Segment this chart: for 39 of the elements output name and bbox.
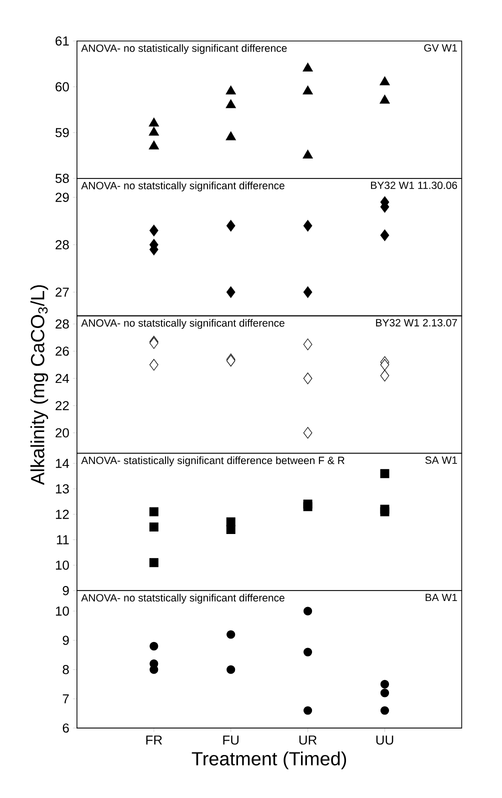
annotation: ANOVA- no statstically significant difference xyxy=(81,182,285,192)
annotation: ANOVA- statistically significant difference between F & R xyxy=(81,456,345,466)
y-tick-label: 20 xyxy=(56,428,70,438)
y-tick-label: 14 xyxy=(56,458,70,468)
annotation: BA W1 xyxy=(426,594,458,602)
annotation: BY32 W1 2.13.07 xyxy=(376,319,458,326)
annotation: ANOVA- no statstically significant difference xyxy=(81,319,285,329)
y-tick-label: 24 xyxy=(56,374,70,383)
y-tick-label: 12 xyxy=(56,510,69,519)
y-tick-label: 11 xyxy=(57,535,69,544)
y-tick-label: 29 xyxy=(56,192,69,202)
y-tick-label: 9 xyxy=(62,636,69,645)
y-tick-label: 58 xyxy=(56,174,70,183)
y-axis-title: Alkalinity (mg CaCO$_{3}$/L) xyxy=(30,285,48,485)
y-tick-label: 27 xyxy=(56,288,69,297)
y-tick-label: 60 xyxy=(56,82,70,92)
y-tick-label: 10 xyxy=(56,606,70,616)
x-tick-label: FR xyxy=(146,736,162,745)
y-tick-label: 22 xyxy=(56,401,69,410)
annotation: ANOVA- no statstically significant difference xyxy=(81,594,285,604)
annotation: BY32 W1 11.30.06 xyxy=(371,182,458,190)
x-axis-title: Treatment (Timed) xyxy=(192,751,346,770)
y-tick-label: 10 xyxy=(56,560,70,570)
x-tick-label: UU xyxy=(376,736,394,745)
y-tick-label: 9 xyxy=(62,586,69,596)
y-tick-label: 28 xyxy=(56,319,70,329)
annotation: ANOVA- no statistically significant difference xyxy=(81,44,287,54)
y-tick-label: 8 xyxy=(62,664,70,674)
x-tick-label: FU xyxy=(223,736,239,745)
y-tick-label: 59 xyxy=(56,128,69,138)
x-tick-label: UR xyxy=(300,736,317,745)
annotation: SA W1 xyxy=(425,456,458,464)
y-tick-label: 6 xyxy=(63,723,70,733)
y-tick-label: 28 xyxy=(56,240,70,250)
y-tick-label: 61 xyxy=(56,36,69,46)
annotation: GV W1 xyxy=(424,44,458,52)
y-tick-label: 7 xyxy=(63,694,69,704)
y-tick-label: 26 xyxy=(56,346,70,356)
y-tick-label: 13 xyxy=(56,484,70,494)
